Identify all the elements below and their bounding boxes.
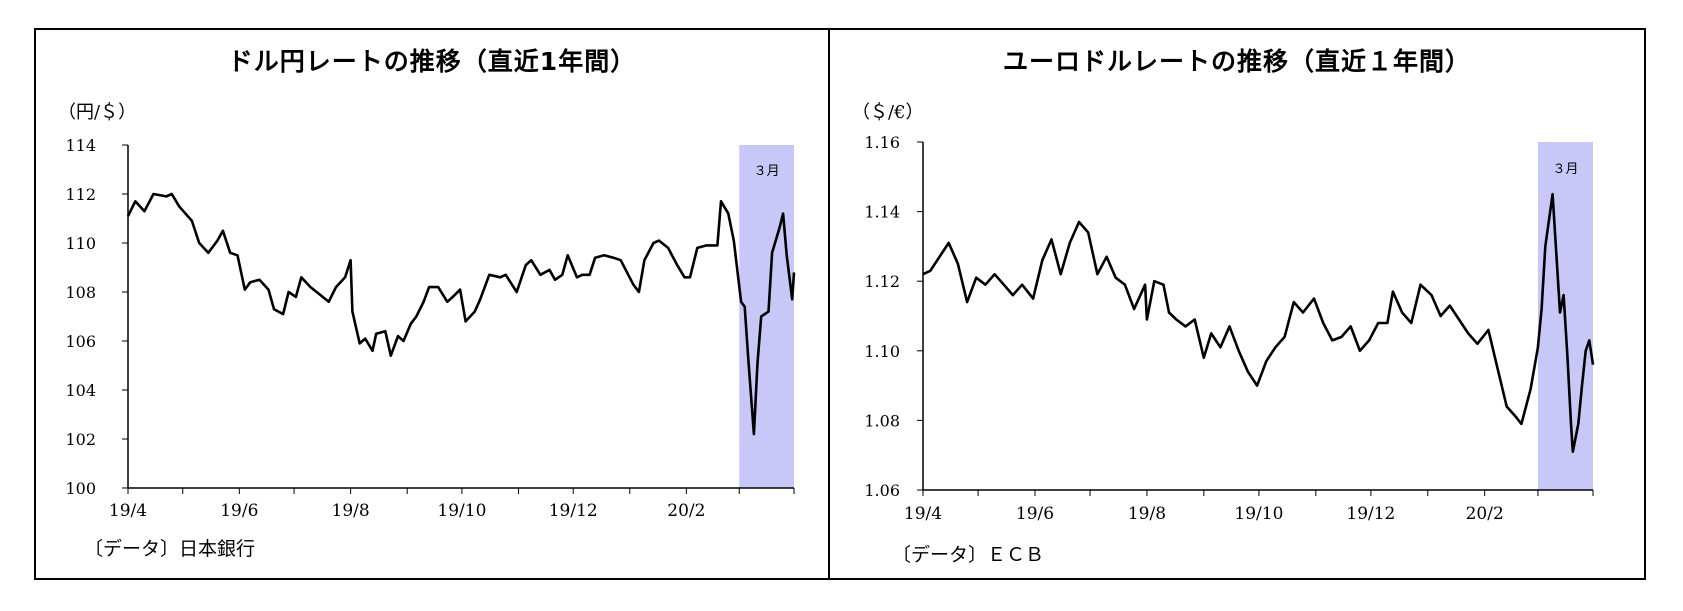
y-tick-label: 106 bbox=[65, 332, 96, 351]
y-tick-label: 1.10 bbox=[864, 342, 900, 361]
y-tick-label: 1.12 bbox=[864, 272, 900, 291]
x-tick-label: 19/10 bbox=[437, 501, 486, 521]
y-tick-label: 104 bbox=[65, 381, 96, 400]
x-tick-label: 19/8 bbox=[332, 501, 370, 521]
x-tick-label: 19/6 bbox=[220, 501, 258, 521]
usdjpy-line-chart: ３月 114 112 110 108 106 104 102 100 19/4 19/6 19/8 19… bbox=[65, 136, 796, 521]
x-tick-label: 19/12 bbox=[1346, 504, 1395, 524]
x-tick-label: 19/6 bbox=[1016, 504, 1054, 524]
march-highlight-band bbox=[739, 145, 794, 488]
series-line bbox=[126, 192, 796, 436]
x-tick-label: 19/10 bbox=[1234, 504, 1283, 524]
y-tick-label: 1.14 bbox=[864, 203, 900, 222]
x-tick-label: 19/8 bbox=[1128, 504, 1166, 524]
y-tick-label: 1.06 bbox=[864, 481, 900, 500]
y-axis-unit: （＄/€） bbox=[852, 102, 924, 123]
y-tick-label: 1.08 bbox=[864, 411, 900, 430]
y-tick-label: 102 bbox=[65, 430, 96, 449]
x-tick-label: 19/4 bbox=[109, 501, 147, 521]
series-line bbox=[922, 192, 1595, 453]
x-tick-label: 19/4 bbox=[904, 504, 942, 524]
data-source-note: 〔データ〕日本銀行 bbox=[84, 538, 256, 560]
eurusd-chart-panel: ユーロドルレートの推移（直近１年間） （＄/€） 〔データ〕ＥＣＢ ３月 1.16… bbox=[830, 30, 1644, 578]
x-tick-label: 20/2 bbox=[1466, 504, 1504, 524]
y-tick-label: 110 bbox=[65, 234, 96, 253]
y-tick-label: 100 bbox=[65, 479, 96, 498]
y-axis-unit: （円/＄） bbox=[58, 102, 137, 123]
chart-title: ユーロドルレートの推移（直近１年間） bbox=[1002, 47, 1471, 76]
highlight-label: ３月 bbox=[1552, 162, 1578, 177]
y-tick-label: 108 bbox=[65, 283, 96, 302]
usdjpy-chart-panel: ドル円レートの推移（直近1年間） （円/＄） 〔データ〕日本銀行 ３月 114 11… bbox=[36, 30, 828, 578]
y-tick-label: 1.16 bbox=[864, 133, 900, 152]
chart-title: ドル円レートの推移（直近1年間） bbox=[227, 47, 637, 76]
chart-frame bbox=[34, 28, 1646, 580]
data-source-note: 〔データ〕ＥＣＢ bbox=[892, 544, 1045, 566]
x-tick-label: 20/2 bbox=[667, 501, 705, 521]
y-tick-label: 114 bbox=[65, 136, 96, 155]
y-tick-label: 112 bbox=[65, 185, 96, 204]
highlight-label: ３月 bbox=[754, 164, 780, 179]
panel-divider bbox=[828, 28, 830, 580]
x-tick-label: 19/12 bbox=[549, 501, 598, 521]
